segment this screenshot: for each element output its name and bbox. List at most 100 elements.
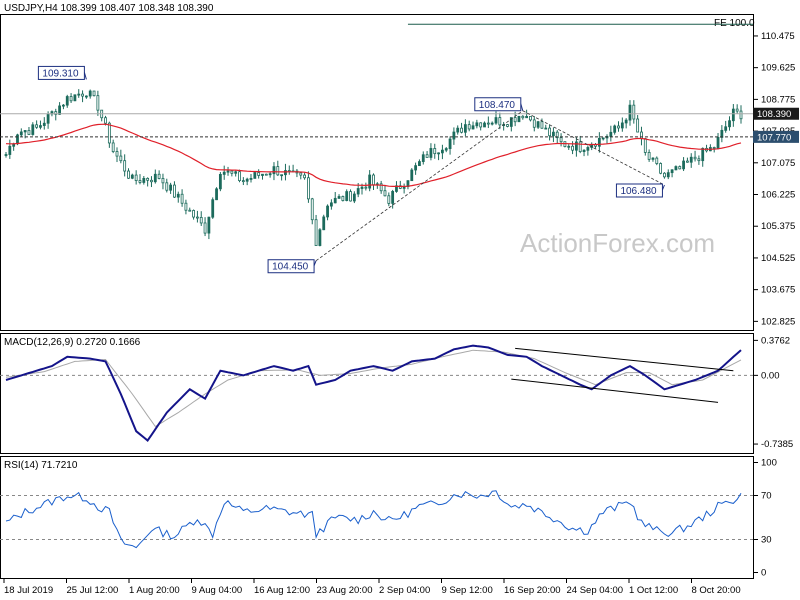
price-panel-title: USDJPY,H4 108.399 108.407 108.348 108.39… [4, 3, 214, 14]
candle-body [463, 124, 467, 133]
projection-line [522, 110, 665, 186]
macd-ytick-label: 0.3762 [761, 335, 790, 346]
xtick-label: 9 Sep 12:00 [442, 585, 493, 596]
candle-body [234, 171, 238, 174]
candle-body [130, 174, 134, 179]
candle-body [39, 125, 42, 128]
candle-body [307, 177, 310, 200]
annotation-label: 104.450 [272, 262, 309, 273]
candle-body [670, 169, 674, 174]
candle-body [337, 196, 341, 199]
candle-body [659, 163, 663, 174]
candle-body [4, 154, 8, 156]
xtick-label: 24 Sep 04:00 [567, 585, 624, 596]
price-tag-box [753, 130, 799, 143]
candle-body [356, 188, 360, 195]
price-ytick-label: 102.825 [761, 316, 795, 327]
fe-label: FE 100.0 [714, 18, 755, 29]
macd-panel-frame [0, 333, 754, 454]
candle-body [448, 138, 452, 149]
candle-body [157, 173, 161, 179]
xtick-label: 9 Aug 04:00 [192, 585, 243, 596]
candle-body [280, 174, 284, 177]
candle-body [65, 96, 69, 106]
macd-ytick-label: 0.00 [761, 370, 780, 381]
macd-channel-upper [515, 347, 734, 372]
candle-body [418, 161, 421, 167]
ema-line [5, 123, 742, 187]
candle-body [410, 169, 414, 182]
candle-body [268, 173, 272, 176]
candle-body [352, 193, 356, 202]
macd-panel-title: MACD(12,26,9) 0.2720 0.1666 [4, 337, 141, 348]
candle-body [257, 172, 261, 176]
macd-signal-line [5, 349, 742, 428]
candle-body [597, 137, 601, 147]
price-ytick-label: 109.625 [761, 63, 795, 74]
candle-body [42, 122, 46, 126]
candle-body [207, 216, 211, 234]
candle-body [460, 127, 463, 133]
candle-body [58, 105, 61, 115]
candle-body [364, 186, 368, 189]
candle-body [276, 166, 280, 176]
candle-body [567, 145, 571, 148]
candle-body [395, 185, 398, 192]
candle-body [318, 229, 322, 246]
price-tag-box [753, 107, 799, 120]
candle-body [479, 122, 483, 128]
candle-body [322, 216, 326, 231]
candle-body [540, 121, 544, 129]
xtick-label: 23 Aug 20:00 [317, 585, 373, 596]
candle-body [161, 178, 165, 184]
annotation-box [267, 259, 315, 274]
candle-body [84, 95, 88, 98]
candle-body [429, 148, 433, 158]
candle-body [571, 145, 574, 151]
candle-body [264, 173, 268, 176]
candle-body [636, 118, 640, 133]
candle-body [123, 160, 127, 172]
candle-body [62, 104, 65, 107]
candle-body [712, 147, 716, 149]
candle-body [222, 171, 226, 175]
candle-body [173, 184, 176, 198]
candle-body [226, 170, 230, 173]
candle-body [674, 166, 678, 171]
xtick-label: 8 Oct 20:00 [692, 585, 741, 596]
xtick-label: 2 Sep 04:00 [379, 585, 430, 596]
candle-body [368, 174, 372, 189]
projection-line [315, 110, 524, 262]
candle-body [559, 137, 563, 143]
candle-body [16, 134, 19, 145]
candle-body [8, 145, 12, 155]
candle-body [452, 131, 456, 140]
candle-body [203, 222, 207, 234]
candle-body [119, 155, 123, 162]
candle-body [643, 138, 647, 153]
candle-body [146, 177, 150, 181]
candle-body [624, 119, 628, 124]
price-panel-frame [0, 14, 754, 331]
rsi-line [5, 490, 742, 549]
annotation-label: 109.310 [42, 68, 79, 79]
candle-body [372, 174, 375, 186]
candle-body [647, 152, 651, 160]
candle-body [215, 188, 218, 201]
candle-body [211, 199, 215, 218]
candle-body [613, 125, 617, 133]
candle-body [421, 154, 425, 162]
candle-body [104, 117, 107, 124]
candle-body [655, 157, 659, 164]
candles [4, 89, 743, 247]
candle-body [628, 104, 632, 121]
candle-body [379, 183, 383, 192]
candle-body [513, 117, 517, 123]
candle-body [724, 126, 728, 131]
annotation-connector [661, 184, 665, 191]
annotation-connector [520, 103, 524, 111]
price-ytick-label: 108.775 [761, 94, 795, 105]
macd-channel-lower [511, 378, 719, 403]
candle-body [444, 148, 448, 151]
candle-body [73, 94, 77, 102]
